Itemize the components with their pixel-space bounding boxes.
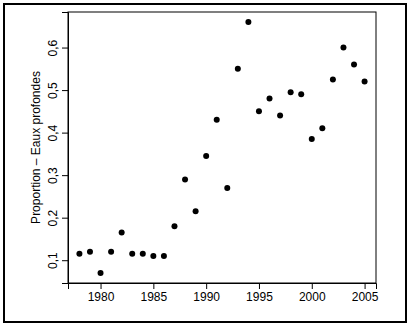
y-tick-mark [62, 175, 68, 176]
y-tick-label: 0,5 [46, 82, 60, 99]
point [224, 185, 230, 191]
y-tick-mark [62, 260, 68, 261]
point [351, 62, 357, 68]
point [256, 108, 262, 114]
point [298, 91, 304, 97]
y-tick-mark [62, 48, 68, 49]
x-tick-mark [153, 283, 154, 289]
x-tick-label: 1995 [246, 290, 273, 304]
point [277, 113, 283, 119]
point [87, 249, 93, 255]
y-axis: 0,1 0,2 0,3 0,4 0,5 0,6 [46, 13, 69, 284]
x-tick: 1985 [140, 283, 167, 304]
x-tick-label: 1980 [88, 290, 115, 304]
point [98, 270, 104, 276]
x-axis: 1980 1985 1990 1995 2000 2005 [69, 283, 379, 304]
x-tick-mark [259, 283, 260, 289]
outer-border [4, 4, 406, 322]
points [76, 19, 367, 276]
point [193, 208, 199, 214]
y-tick: 0,6 [46, 39, 68, 56]
point [214, 117, 220, 123]
plot-frame [68, 12, 376, 283]
x-tick: 1995 [246, 283, 273, 304]
point [108, 249, 114, 255]
x-tick-mark [101, 283, 102, 289]
x-tick: 1980 [88, 283, 115, 304]
point [182, 176, 188, 182]
y-tick: 0,1 [46, 252, 68, 269]
x-tick-mark [312, 283, 313, 289]
point [235, 66, 241, 72]
point [319, 125, 325, 131]
y-tick-label: 0,4 [46, 124, 60, 141]
y-tick-label: 0,2 [46, 210, 60, 227]
point [140, 251, 146, 257]
y-tick-mark [62, 90, 68, 91]
point [309, 136, 315, 142]
point [203, 153, 209, 159]
x-tick: 2005 [352, 283, 379, 304]
point [362, 79, 368, 85]
x-tick-mark [206, 283, 207, 289]
y-tick: 0,5 [46, 82, 68, 99]
y-tick: 0,4 [46, 124, 68, 141]
y-tick: 0,3 [46, 167, 68, 184]
x-tick-label: 1985 [140, 290, 167, 304]
point [171, 223, 177, 229]
y-tick-label: 0,3 [46, 167, 60, 184]
point [76, 251, 82, 257]
y-axis-title: Proportion – Eaux profondes [29, 71, 43, 224]
x-tick: 1990 [193, 283, 220, 304]
point [340, 45, 346, 51]
y-tick: 0,2 [46, 210, 68, 227]
point [119, 230, 125, 236]
point [245, 19, 251, 25]
point [150, 253, 156, 259]
point [288, 89, 294, 95]
point [129, 251, 135, 257]
x-tick-mark [365, 283, 366, 289]
chart: 1980198519901995200020050,10,20,30,40,50… [0, 0, 411, 330]
point [161, 253, 167, 259]
x-tick-label: 2000 [299, 290, 326, 304]
x-tick: 2000 [299, 283, 326, 304]
y-tick-mark [62, 218, 68, 219]
point [330, 76, 336, 82]
y-tick-mark [62, 133, 68, 134]
y-tick-label: 0,6 [46, 39, 60, 56]
x-tick-label: 1990 [193, 290, 220, 304]
x-axis-line [69, 284, 377, 290]
point [267, 96, 273, 102]
y-tick-label: 0,1 [46, 252, 60, 269]
x-tick-label: 2005 [352, 290, 379, 304]
